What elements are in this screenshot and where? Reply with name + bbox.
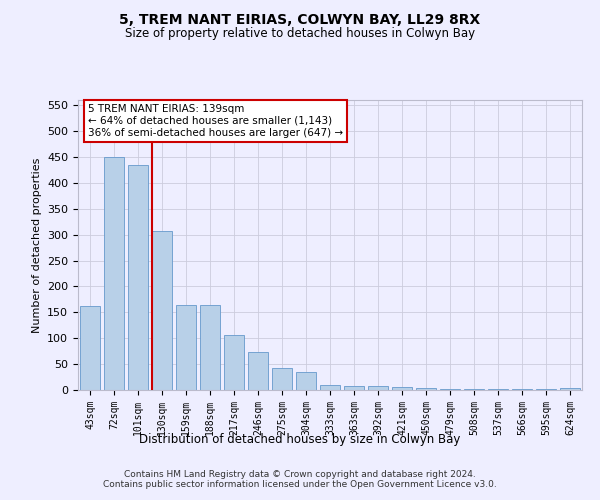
Bar [104, 157, 124, 390]
Bar [344, 386, 364, 390]
Bar [296, 372, 316, 390]
Bar [320, 385, 340, 390]
Text: 5, TREM NANT EIRIAS, COLWYN BAY, LL29 8RX: 5, TREM NANT EIRIAS, COLWYN BAY, LL29 8R… [119, 12, 481, 26]
Bar [392, 388, 412, 390]
Y-axis label: Number of detached properties: Number of detached properties [32, 158, 41, 332]
Text: 5 TREM NANT EIRIAS: 139sqm
← 64% of detached houses are smaller (1,143)
36% of s: 5 TREM NANT EIRIAS: 139sqm ← 64% of deta… [88, 104, 343, 138]
Bar [152, 230, 172, 390]
Bar [368, 386, 388, 390]
Bar [128, 164, 148, 390]
Text: Contains public sector information licensed under the Open Government Licence v3: Contains public sector information licen… [103, 480, 497, 489]
Text: Contains HM Land Registry data © Crown copyright and database right 2024.: Contains HM Land Registry data © Crown c… [124, 470, 476, 479]
Bar [224, 335, 244, 390]
Bar [560, 388, 580, 390]
Bar [248, 352, 268, 390]
Text: Size of property relative to detached houses in Colwyn Bay: Size of property relative to detached ho… [125, 28, 475, 40]
Text: Distribution of detached houses by size in Colwyn Bay: Distribution of detached houses by size … [139, 432, 461, 446]
Bar [440, 389, 460, 390]
Bar [416, 388, 436, 390]
Bar [176, 304, 196, 390]
Bar [80, 306, 100, 390]
Bar [272, 368, 292, 390]
Bar [200, 304, 220, 390]
